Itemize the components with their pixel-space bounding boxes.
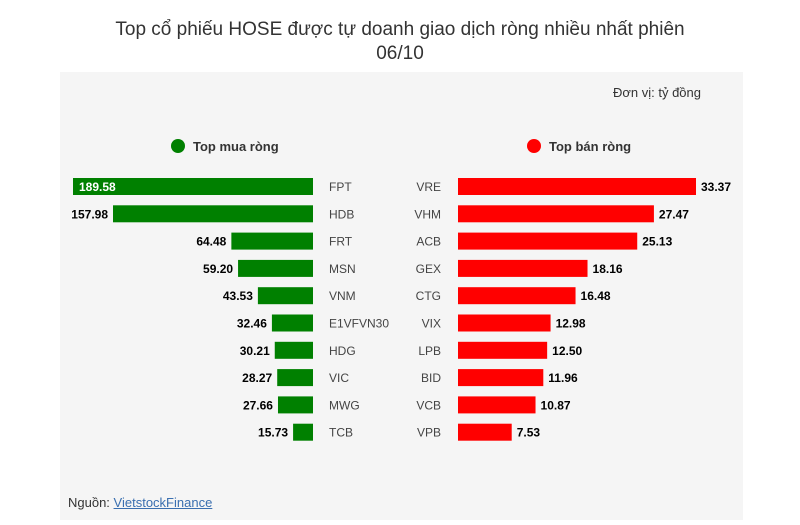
buy-value-label: 30.21 (240, 344, 270, 358)
sell-value-label: 12.98 (556, 317, 586, 331)
sell-value-label: 25.13 (642, 235, 672, 249)
chart-title-line1: Top cổ phiếu HOSE được tự doanh giao dịc… (115, 19, 685, 40)
sell-bar (458, 287, 576, 305)
sell-value-label: 12.50 (552, 344, 582, 358)
buy-value-label: 157.98 (71, 207, 108, 221)
buy-bar (257, 287, 313, 305)
sell-value-label: 7.53 (517, 426, 541, 440)
sell-ticker-label: BID (421, 371, 441, 385)
sell-value-label: 18.16 (593, 262, 623, 276)
sell-bar (458, 314, 551, 332)
buy-value-label: 43.53 (223, 289, 253, 303)
sell-ticker-label: ACB (416, 235, 441, 249)
sell-bar (458, 178, 696, 195)
legend-sell-marker (527, 139, 541, 153)
sell-bar (458, 396, 536, 414)
sell-bar (458, 341, 548, 359)
sell-ticker-label: VRE (416, 180, 441, 194)
sell-ticker-label: LPB (418, 344, 441, 358)
legend-buy-label: Top mua ròng (193, 139, 279, 154)
sell-bar (458, 259, 588, 277)
chart-title-line2: 06/10 (376, 43, 424, 64)
sell-bar (458, 369, 544, 387)
buy-bar (238, 259, 313, 277)
buy-ticker-label: HDG (329, 344, 356, 358)
legend-buy-marker (171, 139, 185, 153)
sell-value-label: 27.47 (659, 207, 689, 221)
sell-value-label: 33.37 (701, 180, 731, 194)
buy-value-label: 64.48 (196, 235, 226, 249)
sell-value-label: 11.96 (548, 371, 578, 385)
sell-ticker-label: CTG (416, 289, 441, 303)
buy-bar (113, 205, 314, 223)
buy-ticker-label: E1VFVN30 (329, 317, 389, 331)
sell-ticker-label: GEX (416, 262, 441, 276)
sell-ticker-label: VHM (414, 207, 441, 221)
buy-value-label: 15.73 (258, 426, 288, 440)
sell-ticker-label: VCB (416, 398, 441, 412)
source-link[interactable]: VietstockFinance (113, 495, 213, 510)
buy-ticker-label: TCB (329, 426, 353, 440)
sell-ticker-label: VPB (417, 426, 441, 440)
sell-ticker-label: VIX (422, 317, 441, 331)
buy-bar (231, 232, 313, 250)
buy-ticker-label: VNM (329, 289, 356, 303)
buy-bar (277, 396, 313, 414)
buy-bar (73, 178, 313, 195)
buy-ticker-label: FPT (329, 180, 352, 194)
buy-ticker-label: HDB (329, 207, 354, 221)
sell-value-label: 16.48 (581, 289, 611, 303)
source-note: Nguồn: VietstockFinance (68, 495, 212, 510)
buy-ticker-label: VIC (329, 371, 349, 385)
buy-ticker-label: MSN (329, 262, 356, 276)
buy-ticker-label: FRT (329, 235, 353, 249)
sell-bar (458, 423, 512, 441)
buy-value-label: 32.46 (237, 317, 267, 331)
legend-sell-label: Top bán ròng (549, 139, 631, 154)
buy-value-label: 189.58 (79, 180, 116, 194)
buy-value-label: 59.20 (203, 262, 233, 276)
sell-bar (458, 205, 654, 223)
buy-bar (271, 314, 313, 332)
buy-ticker-label: MWG (329, 398, 360, 412)
buy-bar (274, 341, 313, 359)
buy-bar (277, 369, 313, 387)
sell-bar (458, 232, 638, 250)
source-label: Nguồn: (68, 495, 110, 510)
buy-value-label: 27.66 (243, 398, 273, 412)
unit-label: Đơn vị: tỷ đồng (613, 85, 701, 100)
buy-bar (293, 423, 313, 441)
chart-title: Top cổ phiếu HOSE được tự doanh giao dịc… (0, 18, 800, 66)
sell-value-label: 10.87 (541, 398, 571, 412)
buy-value-label: 28.27 (242, 371, 272, 385)
